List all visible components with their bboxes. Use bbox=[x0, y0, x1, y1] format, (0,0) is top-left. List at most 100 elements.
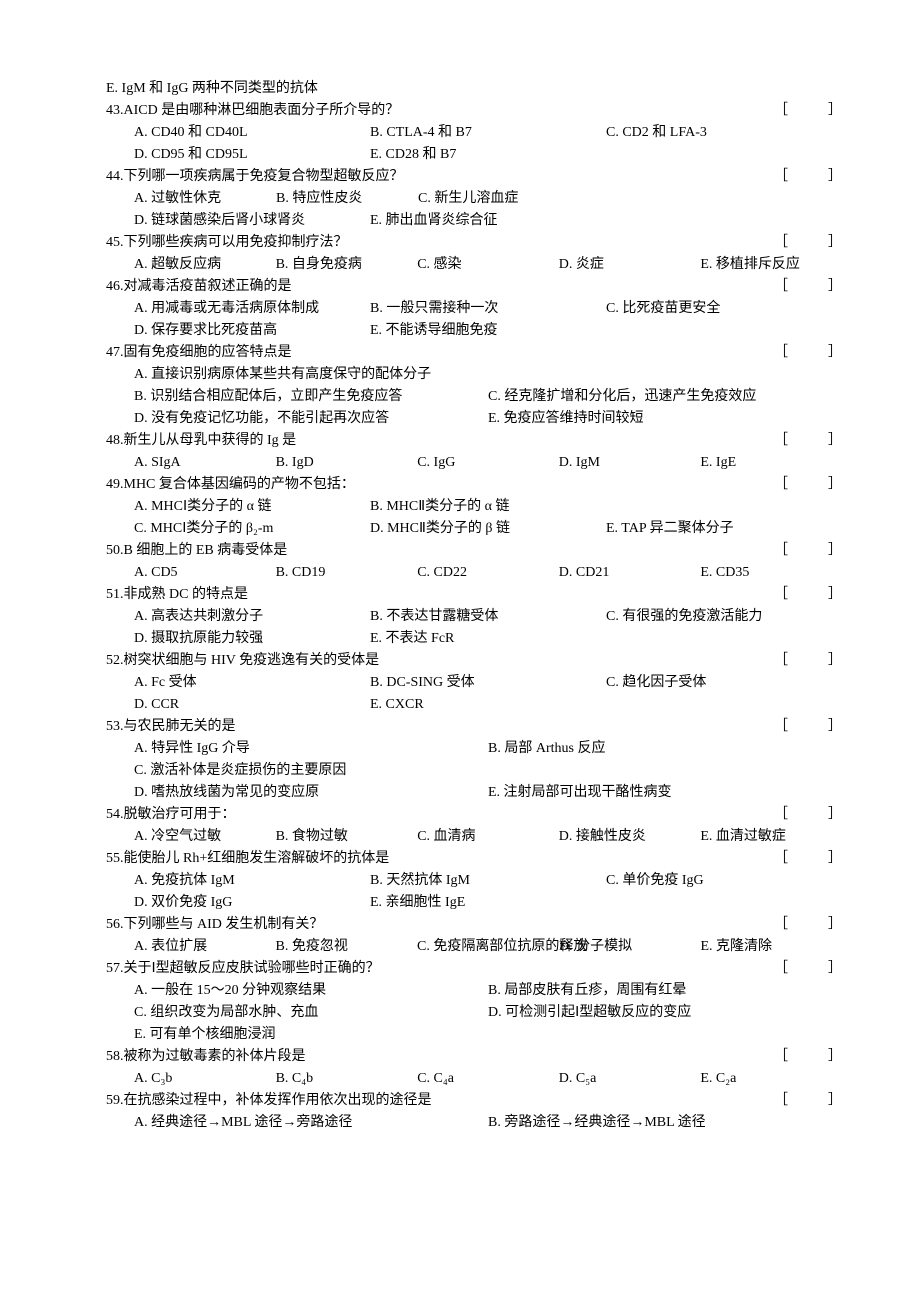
option-line: D. CD95 和 CD95LE. CD28 和 B7 bbox=[134, 144, 842, 165]
question-text-wrap: 54.脱敏治疗可用于： bbox=[78, 804, 236, 825]
option: A. 特异性 IgG 介导 bbox=[134, 738, 488, 759]
question-number: 45. bbox=[106, 235, 124, 250]
option: C. 趋化因子受体 bbox=[606, 672, 842, 693]
option: B. 局部皮肤有丘疹，周围有红晕 bbox=[488, 980, 842, 1001]
answer-bracket: ［］ bbox=[762, 914, 842, 935]
option: E. CD28 和 B7 bbox=[370, 144, 606, 165]
question-row: 47.固有免疫细胞的应答特点是［］ bbox=[78, 342, 842, 363]
answer-bracket: ［］ bbox=[762, 474, 842, 495]
option: A. CD40 和 CD40L bbox=[134, 122, 370, 143]
option-line: A. CD40 和 CD40LB. CTLA-4 和 B7C. CD2 和 LF… bbox=[134, 122, 842, 143]
option: D. MHCⅡ类分子的 β 链 bbox=[370, 518, 606, 539]
options-block: A. 表位扩展B. 免疫忽视C. 免疫隔离部位抗原的释放D. 分子模拟E. 克隆… bbox=[78, 936, 842, 957]
option: B. 自身免疫病 bbox=[276, 254, 418, 275]
options-block: A. 高表达共刺激分子B. 不表达甘露糖受体C. 有很强的免疫激活能力D. 摄取… bbox=[78, 606, 842, 649]
option: E. 不表达 FcR bbox=[370, 628, 606, 649]
bracket-close: ］ bbox=[828, 719, 842, 734]
option: A. 一般在 15～20 分钟观察结果 bbox=[134, 980, 488, 1001]
option: B. 一般只需接种一次 bbox=[370, 298, 606, 319]
bracket-open: ［ bbox=[774, 587, 828, 602]
option: C. 单价免疫 IgG bbox=[606, 870, 842, 891]
option: A. 经典途径→MBL 途径→旁路途径 bbox=[134, 1112, 488, 1133]
question-text-wrap: 58.被称为过敏毒素的补体片段是 bbox=[78, 1046, 306, 1067]
question-text-wrap: 52.树突状细胞与 HIV 免疫逃逸有关的受体是 bbox=[78, 650, 379, 671]
options-block: A. 经典途径→MBL 途径→旁路途径B. 旁路途径→经典途径→MBL 途径 bbox=[78, 1112, 842, 1133]
option: C. 免疫隔离部位抗原的释放 bbox=[417, 936, 559, 957]
option-line: D. CCRE. CXCR bbox=[134, 694, 842, 715]
options-block: A. C₃bB. C₄bC. C₄aD. C₅aE. C₂a bbox=[78, 1068, 842, 1089]
answer-bracket: ［］ bbox=[762, 650, 842, 671]
option: E. 注射局部可出现干酪性病变 bbox=[488, 782, 842, 803]
option: E. 免疫应答维持时间较短 bbox=[488, 408, 842, 429]
option: B. C₄b bbox=[276, 1068, 418, 1089]
question-text: 在抗感染过程中，补体发挥作用依次出现的途径是 bbox=[124, 1093, 432, 1108]
option: D. CD21 bbox=[559, 562, 701, 583]
bracket-open: ［ bbox=[774, 807, 828, 822]
question-number: 57. bbox=[106, 961, 124, 976]
bracket-open: ［ bbox=[774, 1093, 828, 1108]
question-number: 54. bbox=[106, 807, 124, 822]
question-text-wrap: 44.下列哪一项疾病属于免疫复合物型超敏反应？ bbox=[78, 166, 404, 187]
question-text: 新生儿从母乳中获得的 Ig 是 bbox=[124, 433, 297, 448]
question-row: 57.关于Ⅰ型超敏反应皮肤试验哪些时正确的？［］ bbox=[78, 958, 842, 979]
bracket-close: ］ bbox=[828, 543, 842, 558]
question-row: 56.下列哪些与 AID 发生机制有关？［］ bbox=[78, 914, 842, 935]
option: B. 特应性皮炎 bbox=[276, 188, 418, 209]
option: E. CD35 bbox=[700, 562, 842, 583]
bracket-close: ］ bbox=[828, 851, 842, 866]
option-line: A. SIgAB. IgDC. IgGD. IgME. IgE bbox=[134, 452, 842, 473]
question-number: 52. bbox=[106, 653, 124, 668]
question-number: 51. bbox=[106, 587, 124, 602]
question-row: 44.下列哪一项疾病属于免疫复合物型超敏反应？ ［］ bbox=[78, 166, 842, 187]
option: C. CD2 和 LFA-3 bbox=[606, 122, 842, 143]
option: B. MHCⅡ类分子的 α 链 bbox=[370, 496, 606, 517]
option: B. 识别结合相应配体后，立即产生免疫应答 bbox=[134, 386, 488, 407]
option: A. 免疫抗体 IgM bbox=[134, 870, 370, 891]
option: A. 过敏性休克 bbox=[134, 188, 276, 209]
question-text: 能使胎儿 Rh+红细胞发生溶解破坏的抗体是 bbox=[124, 851, 390, 866]
bracket-close: ］ bbox=[828, 1049, 842, 1064]
option: A. CD5 bbox=[134, 562, 276, 583]
options-block: A. 直接识别病原体某些共有高度保守的配体分子B. 识别结合相应配体后，立即产生… bbox=[78, 364, 842, 429]
option-line: D. 双价免疫 IgGE. 亲细胞性 IgE bbox=[134, 892, 842, 913]
question-number: 55. bbox=[106, 851, 124, 866]
question-text: 下列哪些疾病可以用免疫抑制疗法？ bbox=[124, 235, 348, 250]
options-block: A. 冷空气过敏B. 食物过敏C. 血清病D. 接触性皮炎E. 血清过敏症 bbox=[78, 826, 842, 847]
question-text-wrap: 51.非成熟 DC 的特点是 bbox=[78, 584, 248, 605]
question-number: 46. bbox=[106, 279, 124, 294]
answer-bracket: ［］ bbox=[762, 166, 842, 187]
options-block: A. 特异性 IgG 介导B. 局部 Arthus 反应C. 激活补体是炎症损伤… bbox=[78, 738, 842, 803]
answer-bracket: ［］ bbox=[762, 584, 842, 605]
question-text: 被称为过敏毒素的补体片段是 bbox=[124, 1049, 306, 1064]
question-text: 非成熟 DC 的特点是 bbox=[124, 587, 248, 602]
option: C. 新生儿溶血症 bbox=[418, 188, 560, 209]
option: E. 肺出血肾炎综合征 bbox=[370, 210, 606, 231]
bracket-open: ［ bbox=[774, 235, 828, 250]
question-text: 树突状细胞与 HIV 免疫逃逸有关的受体是 bbox=[124, 653, 380, 668]
bracket-open: ［ bbox=[774, 719, 828, 734]
answer-bracket: ［］ bbox=[762, 342, 842, 363]
option: A. 高表达共刺激分子 bbox=[134, 606, 370, 627]
question-text-wrap: 50.B 细胞上的 EB 病毒受体是 bbox=[78, 540, 287, 561]
answer-bracket: ［］ bbox=[762, 540, 842, 561]
question-text: B 细胞上的 EB 病毒受体是 bbox=[124, 543, 288, 558]
option: B. 食物过敏 bbox=[276, 826, 418, 847]
option: A. 直接识别病原体某些共有高度保守的配体分子 bbox=[134, 364, 431, 385]
option-line: A. 超敏反应病B. 自身免疫病C. 感染D. 炎症E. 移植排斥反应 bbox=[134, 254, 842, 275]
answer-bracket: ［］ bbox=[762, 1046, 842, 1067]
bracket-open: ［ bbox=[774, 169, 828, 184]
options-block: A. 超敏反应病B. 自身免疫病C. 感染D. 炎症E. 移植排斥反应 bbox=[78, 254, 842, 275]
option-line: B. 识别结合相应配体后，立即产生免疫应答C. 经克隆扩增和分化后，迅速产生免疫… bbox=[134, 386, 842, 407]
bracket-close: ］ bbox=[828, 653, 842, 668]
question-row: 43.AICD 是由哪种淋巴细胞表面分子所介导的？［］ bbox=[78, 100, 842, 121]
question-row: 59.在抗感染过程中，补体发挥作用依次出现的途径是［］ bbox=[78, 1090, 842, 1111]
option: A. 超敏反应病 bbox=[134, 254, 276, 275]
answer-bracket: ［］ bbox=[762, 430, 842, 451]
option-line: D. 嗜热放线菌为常见的变应原E. 注射局部可出现干酪性病变 bbox=[134, 782, 842, 803]
options-block: A. 免疫抗体 IgMB. 天然抗体 IgMC. 单价免疫 IgGD. 双价免疫… bbox=[78, 870, 842, 913]
option: D. CCR bbox=[134, 694, 370, 715]
question-row: 52.树突状细胞与 HIV 免疫逃逸有关的受体是 ［］ bbox=[78, 650, 842, 671]
bracket-close: ］ bbox=[828, 169, 842, 184]
option-line: A. 冷空气过敏B. 食物过敏C. 血清病D. 接触性皮炎E. 血清过敏症 bbox=[134, 826, 842, 847]
option: B. IgD bbox=[276, 452, 418, 473]
